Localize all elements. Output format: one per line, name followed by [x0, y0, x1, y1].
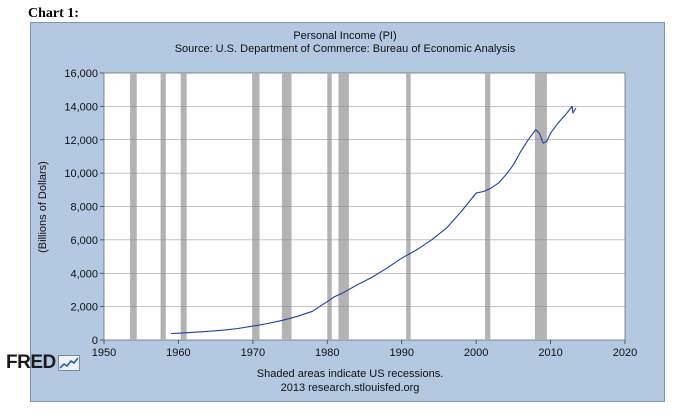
recession-note: Shaded areas indicate US recessions.: [257, 368, 444, 380]
fred-logo-text: FRED: [6, 352, 56, 373]
y-tick-label-6: 12,000: [64, 135, 98, 147]
x-tick-label-3: 1980: [315, 347, 339, 359]
y-tick-label-7: 14,000: [64, 101, 98, 113]
y-tick-label-0: 0: [92, 335, 98, 347]
chart-number-label: Chart 1:: [28, 6, 79, 21]
y-tick-label-1: 2,000: [70, 302, 98, 314]
y-tick-label-5: 10,000: [64, 168, 98, 180]
x-tick-label-0: 1950: [92, 347, 116, 359]
series-line-0: [170, 105, 577, 335]
y-axis-label: (Billions of Dollars): [37, 161, 49, 253]
x-tick-label-4: 1990: [389, 347, 413, 359]
y-tick-label-8: 16,000: [64, 68, 98, 80]
chart-subtitle: Source: U.S. Department of Commerce: Bur…: [175, 43, 516, 55]
fred-logo: FRED: [6, 351, 80, 375]
x-tick-label-1: 1960: [166, 347, 190, 359]
x-tick-label-2: 1970: [241, 347, 265, 359]
x-tick-label-7: 2020: [613, 347, 637, 359]
x-tick-label-6: 2010: [538, 347, 562, 359]
fred-mini-chart-icon: [57, 355, 80, 371]
y-tick-label-2: 4,000: [70, 268, 98, 280]
x-tick-label-5: 2000: [464, 347, 488, 359]
chart-title: Personal Income (PI): [293, 30, 396, 42]
y-tick-label-3: 6,000: [70, 235, 98, 247]
source-url-note: 2013 research.stlouisfed.org: [281, 382, 420, 394]
y-tick-label-4: 8,000: [70, 202, 98, 214]
